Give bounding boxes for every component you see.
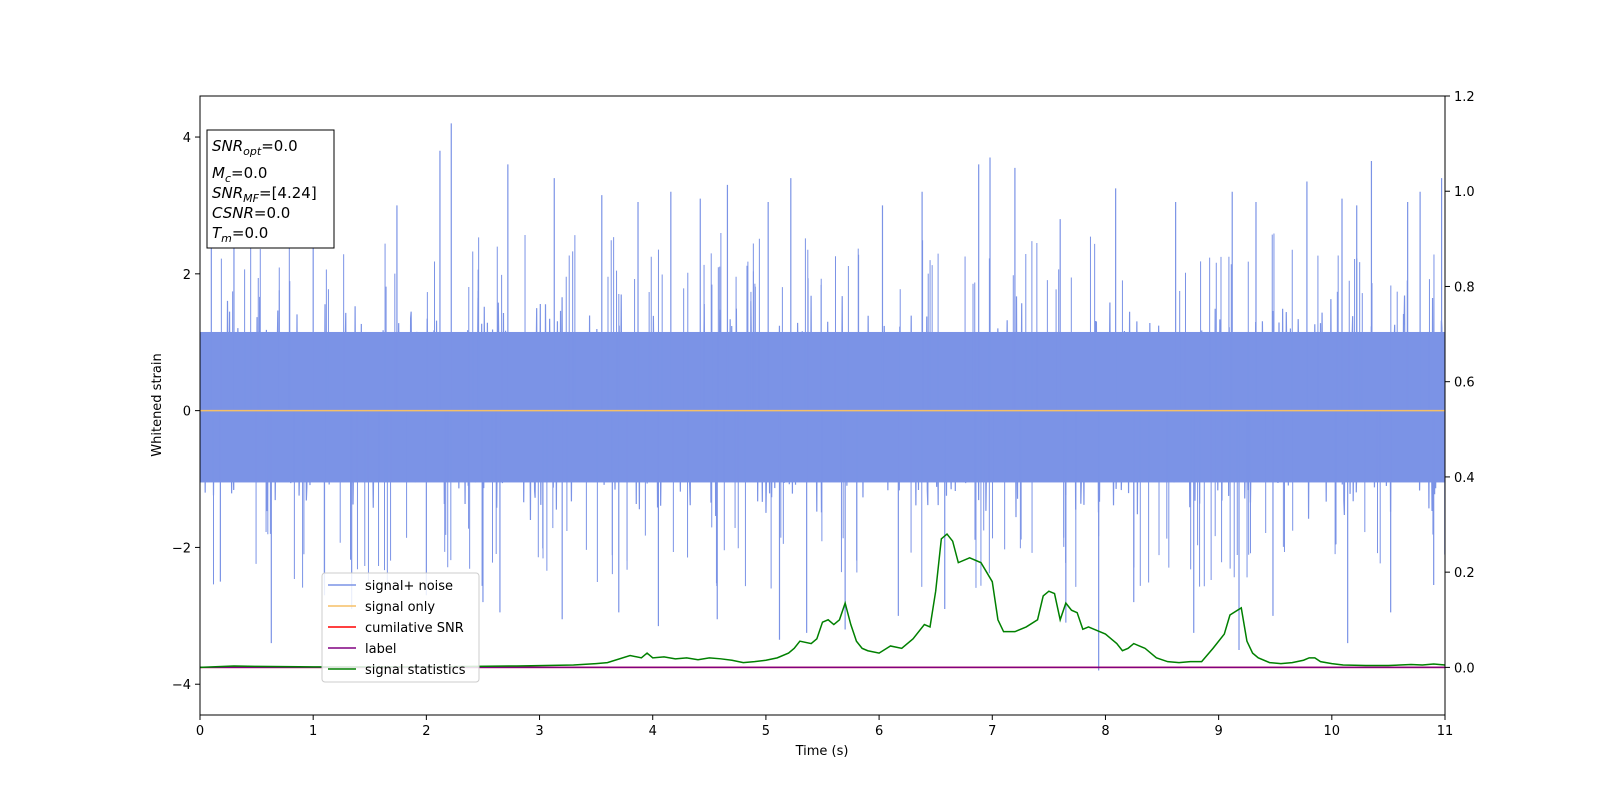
y-tick-label: −2 (172, 541, 191, 556)
legend-label-cumilative-snr: cumilative SNR (365, 621, 464, 636)
x-tick-label: 11 (1437, 724, 1454, 739)
x-axis: 0 1 2 3 4 5 6 7 8 9 10 11 (196, 715, 1453, 739)
x-tick-label: 3 (535, 724, 543, 739)
series-band-signal-noise (200, 331, 1445, 483)
x-tick-label: 8 (1101, 724, 1109, 739)
legend-item-cumilative-snr: cumilative SNR (328, 621, 464, 636)
info-line-csnr: CSNR=0.0 (212, 204, 290, 222)
x-axis-label: Time (s) (795, 744, 849, 759)
info-line-mc: Mc=0.0 (212, 164, 267, 185)
legend-item-signal-noise: signal+ noise (328, 579, 453, 594)
y2-tick-label: 0.2 (1454, 566, 1475, 581)
info-line-snr-mf: SNRMF=[4.24] (212, 184, 317, 205)
x-tick-label: 6 (875, 724, 883, 739)
y2-tick-label: 0.8 (1454, 280, 1475, 295)
legend-label-label: label (365, 642, 396, 657)
y2-tick-label: 0.0 (1454, 661, 1475, 676)
x-tick-label: 4 (649, 724, 657, 739)
axes-frame (199, 95, 1446, 716)
info-box: SNRopt=0.0 Mc=0.0 SNRMF=[4.24] CSNR=0.0 … (206, 129, 335, 249)
y-tick-label: 4 (183, 131, 191, 146)
plot-area (200, 123, 1445, 671)
x-tick-label: 5 (762, 724, 770, 739)
series-line-signal-statistics (200, 532, 1445, 669)
legend-item-signal-statistics: signal statistics (328, 663, 466, 678)
y2-tick-label: 1.0 (1454, 185, 1475, 200)
x-tick-label: 2 (422, 724, 430, 739)
legend-label-signal-noise: signal+ noise (365, 579, 453, 594)
x-tick-label: 0 (196, 724, 204, 739)
y-axis-left: −4 −2 0 2 4 (172, 131, 200, 693)
y2-tick-label: 0.4 (1454, 471, 1475, 486)
info-line-tm: Tm=0.0 (212, 224, 268, 245)
y2-tick-label: 1.2 (1454, 90, 1475, 105)
y-tick-label: −4 (172, 678, 191, 693)
x-tick-label: 1 (309, 724, 317, 739)
y-tick-label: 2 (183, 268, 191, 283)
legend-frame (321, 572, 480, 683)
legend: signal+ noise signal only cumilative SNR… (321, 572, 480, 683)
x-tick-label: 10 (1324, 724, 1341, 739)
y-axis-label: Whitened strain (150, 353, 165, 456)
info-box-frame (206, 129, 335, 249)
y-tick-label: 0 (183, 405, 191, 420)
legend-item-signal-only: signal only (328, 600, 435, 615)
legend-label-signal-statistics: signal statistics (365, 663, 466, 678)
info-line-snr-opt: SNRopt=0.0 (212, 137, 298, 158)
x-tick-label: 9 (1214, 724, 1222, 739)
legend-item-label: label (328, 642, 396, 657)
series-signal-noise (200, 123, 1445, 671)
legend-label-signal-only: signal only (365, 600, 435, 615)
y2-tick-label: 0.6 (1454, 376, 1475, 391)
y-axis-right: 0.0 0.2 0.4 0.6 0.8 1.0 1.2 (1445, 90, 1475, 676)
x-tick-label: 7 (988, 724, 996, 739)
